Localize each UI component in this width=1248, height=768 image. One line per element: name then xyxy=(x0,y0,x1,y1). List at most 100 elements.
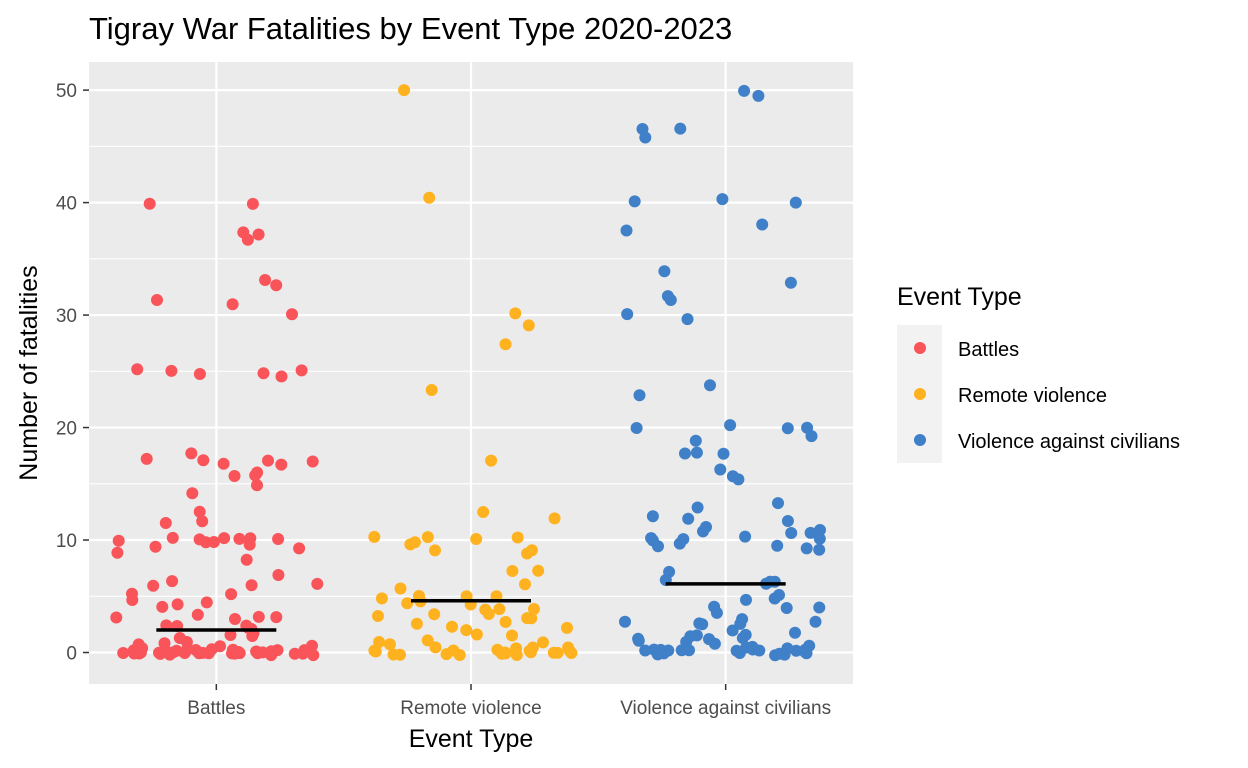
data-point xyxy=(217,457,230,470)
data-point xyxy=(657,647,670,660)
data-point xyxy=(240,553,253,566)
data-point xyxy=(800,542,813,555)
data-point xyxy=(805,430,818,443)
data-point xyxy=(673,537,686,550)
data-point xyxy=(691,501,704,514)
data-point xyxy=(619,615,631,628)
y-tick-label: 20 xyxy=(56,419,77,440)
data-point xyxy=(368,644,381,657)
data-point xyxy=(548,512,561,525)
data-point xyxy=(196,515,209,528)
data-point xyxy=(237,226,250,239)
data-point xyxy=(658,265,671,278)
data-point xyxy=(756,218,769,231)
data-point xyxy=(509,307,522,320)
data-point xyxy=(207,536,220,548)
data-point xyxy=(375,592,388,605)
data-point xyxy=(525,612,538,625)
legend-label: Violence against civilians xyxy=(958,431,1180,453)
data-point xyxy=(675,644,688,657)
data-point xyxy=(716,193,729,206)
data-point xyxy=(193,368,206,380)
data-point xyxy=(257,367,270,380)
data-point xyxy=(732,473,745,486)
data-point xyxy=(726,624,739,637)
data-point xyxy=(126,594,139,606)
chart-title: Tigray War Fatalities by Event Type 2020… xyxy=(89,11,732,46)
data-point xyxy=(149,540,162,553)
data-point xyxy=(394,582,407,595)
data-point xyxy=(262,454,274,467)
y-tick-label: 40 xyxy=(56,194,77,215)
data-point xyxy=(717,447,730,460)
data-point xyxy=(186,487,199,500)
y-tick-label: 50 xyxy=(56,81,77,102)
y-tick-label: 30 xyxy=(56,306,77,327)
data-point xyxy=(752,89,765,102)
legend-key xyxy=(914,434,926,446)
data-point xyxy=(270,279,283,292)
data-point xyxy=(523,644,536,657)
data-point xyxy=(193,505,206,518)
data-point xyxy=(646,510,659,523)
data-point xyxy=(565,647,578,659)
data-point xyxy=(143,197,156,210)
y-tick-label: 10 xyxy=(56,531,77,552)
data-point xyxy=(197,454,210,467)
data-point xyxy=(714,463,727,476)
y-tick-label: 0 xyxy=(66,644,77,665)
data-point xyxy=(151,294,163,306)
data-point xyxy=(780,602,793,614)
data-point xyxy=(252,228,265,241)
data-point xyxy=(561,621,573,634)
data-point xyxy=(690,446,703,459)
data-point xyxy=(682,512,695,525)
data-point xyxy=(620,224,633,237)
data-point xyxy=(495,647,508,660)
data-point xyxy=(275,458,288,471)
data-point xyxy=(398,84,411,97)
data-point xyxy=(738,84,751,97)
data-point xyxy=(681,313,694,326)
data-point xyxy=(768,592,781,605)
data-point xyxy=(522,319,535,332)
x-tick-label: Violence against civilians xyxy=(620,698,831,719)
data-point xyxy=(736,632,749,644)
data-point xyxy=(140,452,153,465)
data-point xyxy=(733,647,746,659)
data-point xyxy=(621,308,634,321)
data-point xyxy=(771,539,784,552)
data-point xyxy=(460,624,473,637)
data-point xyxy=(428,608,441,621)
data-point xyxy=(159,517,172,529)
data-point xyxy=(773,647,786,660)
data-point xyxy=(628,195,641,208)
data-point xyxy=(499,338,512,351)
data-point xyxy=(394,648,406,661)
x-axis-title: Event Type xyxy=(409,725,534,753)
data-point xyxy=(784,276,797,289)
data-point xyxy=(191,608,204,621)
data-point xyxy=(218,532,231,545)
data-point xyxy=(265,649,278,662)
data-point xyxy=(697,525,709,538)
data-point xyxy=(181,643,193,656)
data-point xyxy=(156,600,169,613)
data-point xyxy=(226,298,239,311)
data-point xyxy=(506,565,519,577)
y-axis-title: Number of fatalities xyxy=(15,265,43,480)
data-point xyxy=(275,370,288,383)
data-point xyxy=(306,455,319,468)
data-point xyxy=(259,274,272,286)
data-point xyxy=(224,629,237,641)
median-lines xyxy=(156,582,786,632)
data-point xyxy=(293,542,306,555)
data-point xyxy=(252,610,265,623)
data-point xyxy=(510,649,523,661)
x-tick-label: Remote violence xyxy=(400,698,542,719)
data-point xyxy=(537,636,549,649)
data-point xyxy=(228,470,241,482)
data-point xyxy=(401,597,414,610)
data-point xyxy=(229,613,241,625)
data-point xyxy=(225,588,238,601)
